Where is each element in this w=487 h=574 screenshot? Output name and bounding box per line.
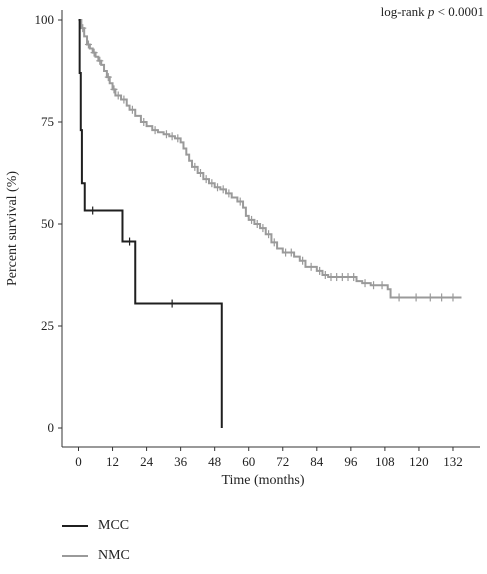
x-tick-label: 12	[106, 454, 119, 469]
y-axis-title: Percent survival (%)	[5, 171, 20, 286]
annotation-suffix: < 0.0001	[434, 4, 484, 19]
y-tick-label: 25	[41, 318, 54, 333]
legend: MCC NMC	[62, 514, 130, 574]
plot-area	[78, 19, 462, 428]
legend-item-mcc: MCC	[62, 514, 130, 538]
log-rank-annotation: log-rank p < 0.0001	[381, 4, 484, 19]
x-tick-label: 48	[208, 454, 221, 469]
x-tick-label: 96	[344, 454, 358, 469]
y-tick-label: 75	[41, 114, 54, 129]
legend-item-nmc: NMC	[62, 544, 130, 568]
x-tick-label: 72	[276, 454, 289, 469]
x-tick-label: 132	[443, 454, 463, 469]
annotation-prefix: log-rank	[381, 4, 428, 19]
x-tick-label: 108	[375, 454, 395, 469]
legend-label-mcc: MCC	[98, 518, 130, 533]
series-mcc	[78, 19, 223, 428]
legend-swatch-mcc	[62, 525, 88, 527]
x-tick-label: 24	[140, 454, 154, 469]
legend-label-nmc: NMC	[98, 548, 130, 563]
y-tick-label: 50	[41, 216, 54, 231]
x-tick-label: 36	[174, 454, 188, 469]
km-survival-chart: 0 25 50 75 100 0 12 24 36 48 60 72 84 96 108 120 132 Pe…	[5, 4, 484, 488]
series-nmc	[78, 19, 462, 302]
x-tick-label: 120	[409, 454, 429, 469]
x-tick-label: 84	[310, 454, 324, 469]
survival-curve-mcc	[78, 19, 223, 428]
y-tick-label: 100	[35, 12, 55, 27]
x-tick-label: 0	[75, 454, 82, 469]
legend-swatch-nmc	[62, 555, 88, 557]
y-tick-label: 0	[48, 420, 55, 435]
y-axis: 0 25 50 75 100	[35, 10, 63, 447]
x-axis: 0 12 24 36 48 60 72 84 96 108 120 132	[62, 446, 480, 469]
x-axis-title: Time (months)	[221, 473, 304, 488]
x-tick-label: 60	[242, 454, 255, 469]
annotation-p: p	[427, 4, 435, 19]
